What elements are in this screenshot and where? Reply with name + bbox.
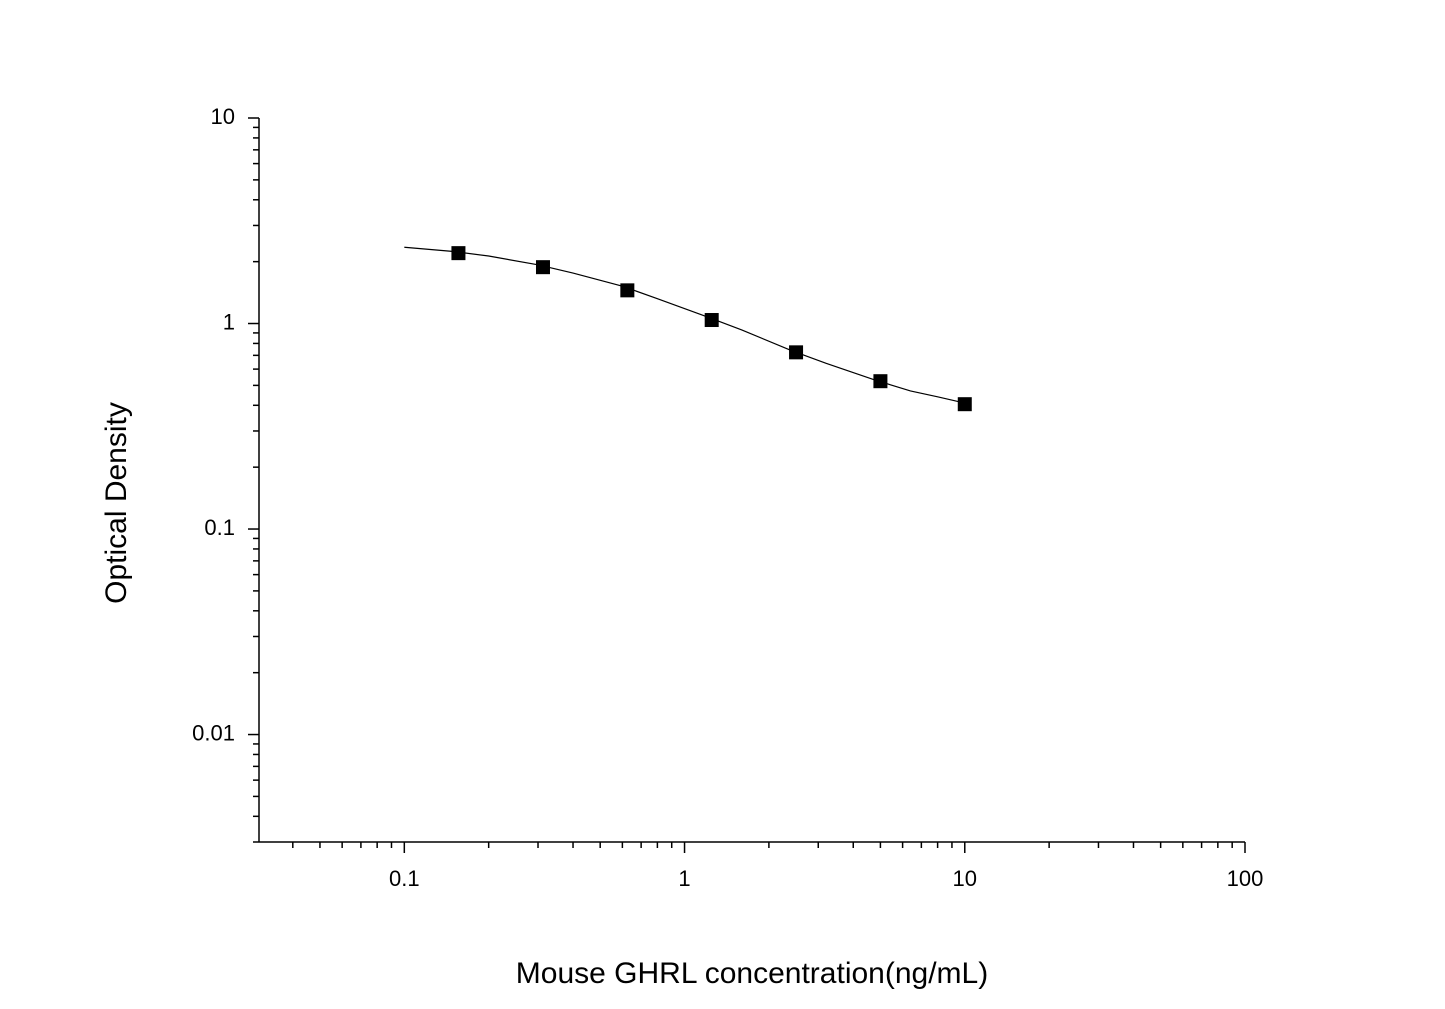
y-axis-title: Optical Density [100, 402, 133, 604]
data-point [957, 397, 972, 412]
x-tick-label: 1 [678, 866, 690, 891]
y-tick-label: 0.1 [204, 515, 235, 540]
y-tick-label: 1 [223, 309, 235, 334]
x-tick-label: 0.1 [389, 866, 420, 891]
data-point [620, 283, 635, 298]
data-point [535, 260, 550, 275]
data-point [789, 345, 804, 360]
x-tick-label: 10 [953, 866, 977, 891]
x-axis-title: Mouse GHRL concentration(ng/mL) [516, 957, 988, 990]
x-tick-label: 100 [1227, 866, 1264, 891]
data-point [704, 313, 719, 328]
data-point [873, 374, 888, 389]
y-tick-label: 10 [211, 104, 235, 129]
y-tick-label: 0.01 [192, 720, 235, 745]
data-point [451, 246, 466, 261]
